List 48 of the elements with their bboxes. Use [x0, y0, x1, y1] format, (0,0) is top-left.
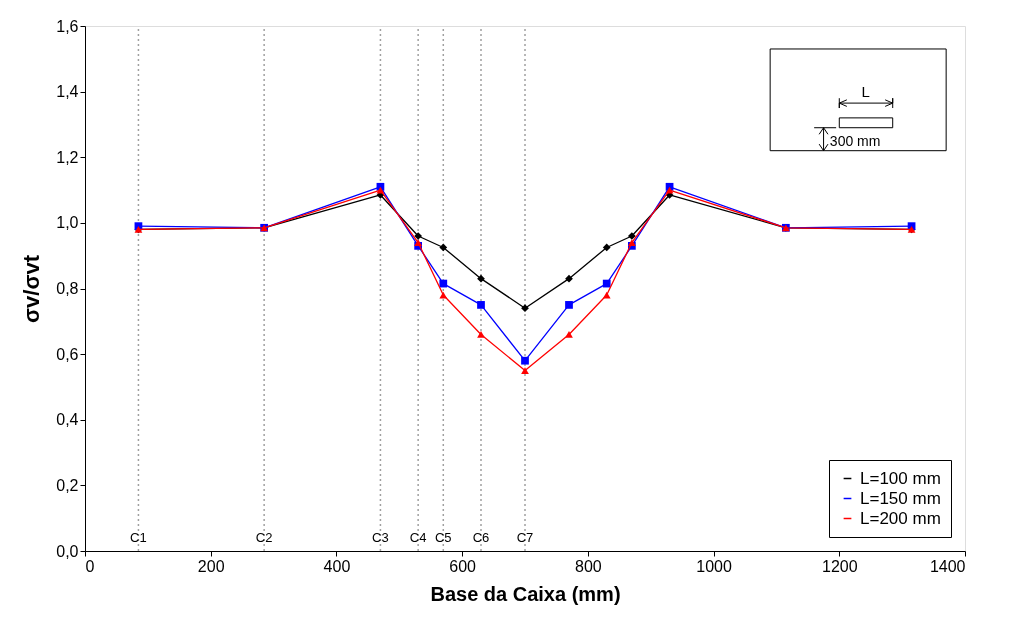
ref-line-label: C7 — [516, 530, 534, 545]
point — [521, 356, 529, 365]
point — [439, 243, 448, 252]
annotation: L — [861, 82, 870, 100]
point — [602, 243, 611, 252]
x-tick-label: 0 — [85, 557, 95, 575]
y-tick-label: 0,8 — [56, 280, 79, 297]
legend-label: L=150 mm — [860, 488, 941, 508]
x-tick-label: 800 — [575, 557, 602, 575]
ref-line-label: C3 — [372, 530, 389, 545]
x-tick-label: 600 — [449, 557, 477, 575]
point — [627, 239, 636, 246]
point — [477, 331, 485, 338]
ref-line-label: C2 — [255, 530, 273, 545]
y-tick-label: 1,4 — [56, 83, 79, 101]
ref-line-label: C5 — [434, 530, 452, 545]
point — [414, 232, 423, 240]
legend-label: L=200 mm — [860, 508, 941, 528]
y-tick-label: 0,0 — [56, 542, 79, 560]
y-axis-title: σv/σvt — [19, 254, 45, 324]
point — [602, 279, 611, 288]
x-tick-label: 1200 — [821, 557, 858, 575]
point — [477, 274, 485, 283]
y-tick-label: 0,2 — [56, 476, 79, 494]
x-tick-label: 200 — [197, 557, 225, 575]
ref-line-label: C4 — [409, 530, 427, 545]
y-tick-label: 0,4 — [56, 411, 79, 429]
y-tick-label: 1,2 — [56, 148, 79, 166]
point — [439, 279, 448, 288]
point — [565, 331, 573, 338]
y-tick-label: 1,6 — [56, 17, 79, 35]
x-tick-label: 1000 — [696, 557, 732, 575]
y-tick-label: 0,6 — [56, 345, 79, 363]
y-tick-label: 1,0 — [56, 214, 79, 232]
ref-line-label: C6 — [472, 530, 490, 545]
ref-line-label: C1 — [130, 530, 147, 545]
x-axis-title: Base da Caixa (mm) — [430, 582, 621, 605]
point — [521, 304, 529, 313]
legend-label: L=100 mm — [860, 468, 941, 488]
point — [565, 301, 573, 309]
annotation: 300 mm — [829, 133, 881, 150]
x-tick-label: 1400 — [929, 557, 966, 575]
point — [627, 232, 636, 240]
point — [477, 301, 485, 309]
point — [521, 367, 529, 374]
x-tick-label: 400 — [323, 557, 351, 575]
point — [414, 239, 423, 246]
point — [565, 274, 573, 283]
